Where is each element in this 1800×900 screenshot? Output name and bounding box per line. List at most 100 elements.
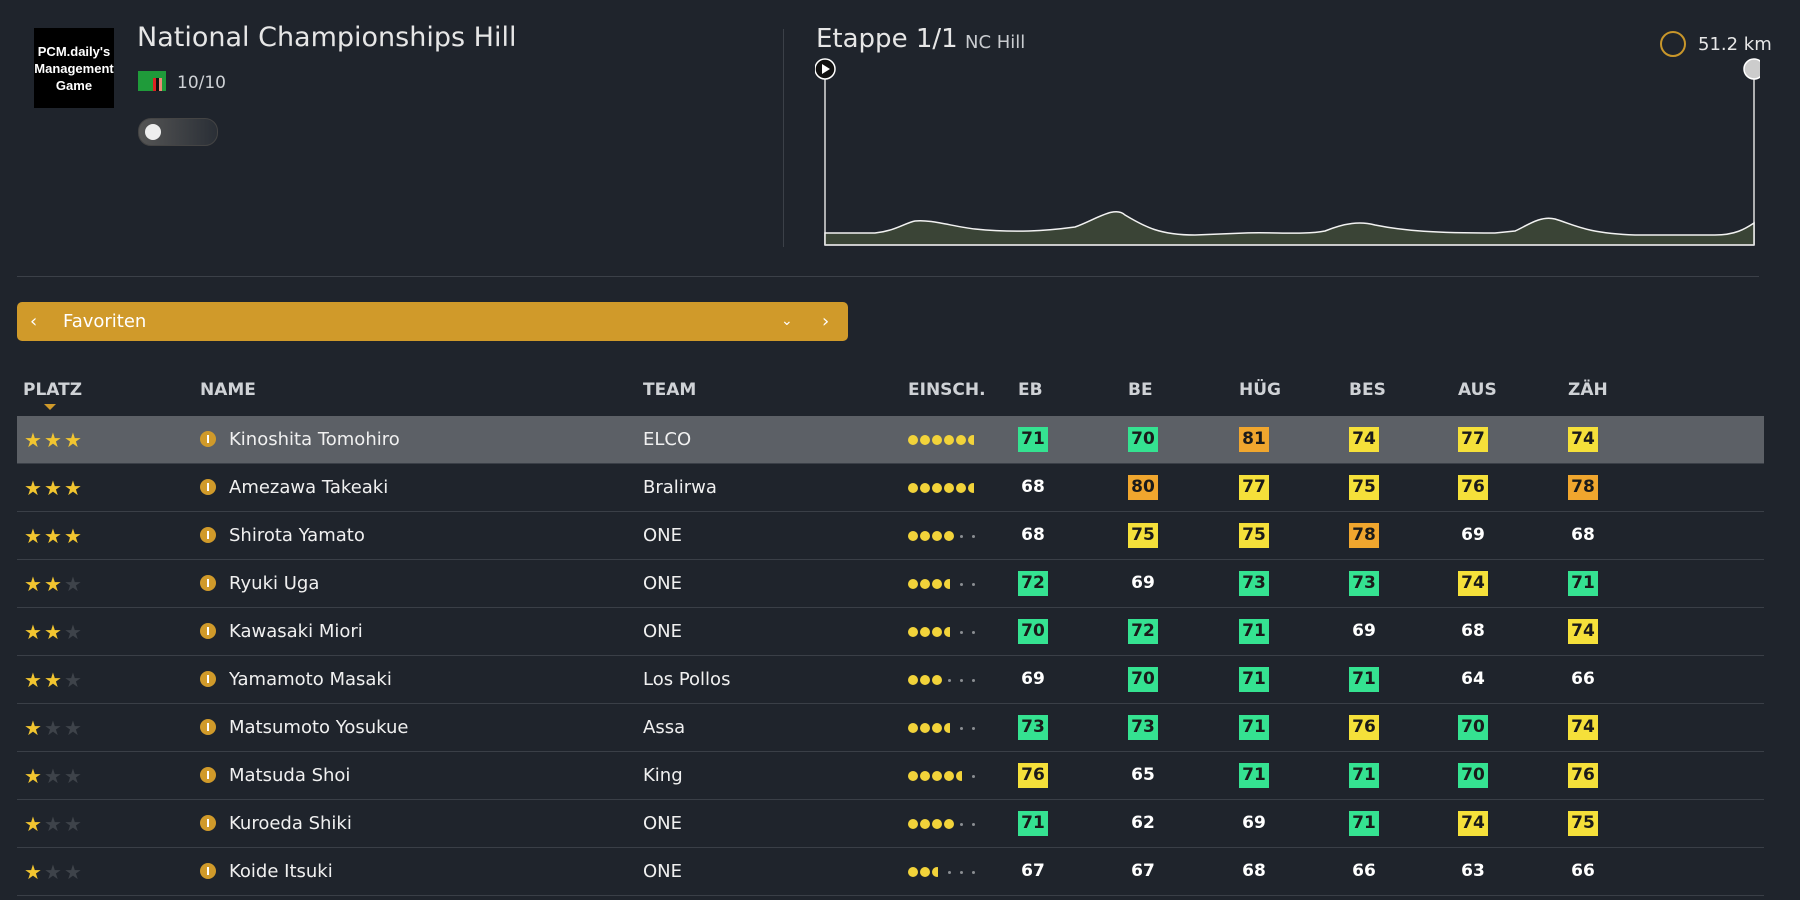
star: ★ (44, 860, 62, 884)
star: ★ (24, 764, 42, 788)
rating-dot (932, 435, 942, 445)
team-name: ONE (643, 573, 683, 594)
star: ★ (24, 428, 42, 452)
info-icon[interactable] (200, 719, 216, 735)
stat-value: 74 (1458, 811, 1488, 836)
stat-value: 70 (1128, 667, 1158, 692)
stat-value: 74 (1568, 715, 1598, 740)
rating-dot (959, 534, 963, 538)
rider-row[interactable]: ★ ★ ★ Kinoshita Tomohiro ELCO 71 70 81 74 77 74 (17, 416, 1764, 464)
stat-value: 76 (1458, 475, 1488, 500)
rating-dot (920, 819, 930, 829)
column-header[interactable]: EINSCH. (908, 380, 986, 400)
next-button[interactable]: › (822, 311, 830, 332)
info-icon[interactable] (200, 767, 216, 783)
team-name: ONE (643, 813, 683, 834)
rider-name: Koide Itsuki (229, 861, 333, 882)
info-icon[interactable] (200, 431, 216, 447)
rider-row[interactable]: ★ ★ ★ Kuroeda Shiki ONE 71 62 69 71 74 75 (17, 800, 1764, 848)
prev-button[interactable]: ‹ (30, 311, 38, 332)
rider-row[interactable]: ★ ★ ★ Matsumoto Yosukue Assa 73 73 71 76 70 74 (17, 704, 1764, 752)
column-header[interactable]: ZÄH (1568, 380, 1608, 400)
rating-dot (971, 870, 975, 874)
rider-row[interactable]: ★ ★ ★ Yamamoto Masaki Los Pollos 69 70 71 71 64 66 (17, 656, 1764, 704)
column-header[interactable]: HÜG (1239, 380, 1281, 400)
stat-value: 70 (1128, 427, 1158, 452)
star: ★ (64, 620, 82, 644)
rider-name: Amezawa Takeaki (229, 477, 389, 498)
stat-value: 69 (1461, 525, 1485, 545)
stat-value: 71 (1239, 715, 1269, 740)
stat-value: 70 (1018, 619, 1048, 644)
rider-name: Kinoshita Tomohiro (229, 429, 400, 450)
stat-value: 73 (1128, 715, 1158, 740)
team-name: Bralirwa (643, 477, 717, 498)
separator (17, 276, 1759, 277)
info-icon[interactable] (200, 671, 216, 687)
info-icon[interactable] (200, 863, 216, 879)
star: ★ (44, 812, 62, 836)
star: ★ (64, 476, 82, 500)
info-icon[interactable] (200, 479, 216, 495)
stat-value: 76 (1349, 715, 1379, 740)
rating-dot (968, 483, 978, 493)
rating-dot (971, 678, 975, 682)
rating-dot (944, 435, 954, 445)
expand-button[interactable]: ⌄ (781, 313, 793, 329)
toggle[interactable] (138, 118, 218, 146)
rating-dot (971, 534, 975, 538)
rating-dot (959, 582, 963, 586)
star: ★ (24, 524, 42, 548)
star: ★ (24, 812, 42, 836)
team-name: ELCO (643, 429, 692, 450)
rider-row[interactable]: ★ ★ ★ Matsuda Shoi King 76 65 71 71 70 76 (17, 752, 1764, 800)
rider-row[interactable]: ★ ★ ★ Koide Itsuki ONE 67 67 68 66 63 66 (17, 848, 1764, 896)
rider-row[interactable]: ★ ★ ★ Amezawa Takeaki Bralirwa 68 80 77 75 76 78 (17, 464, 1764, 512)
rating-dot (908, 627, 918, 637)
rider-row[interactable]: ★ ★ ★ Ryuki Uga ONE 72 69 73 73 74 71 (17, 560, 1764, 608)
team-name: ONE (643, 621, 683, 642)
rating-dot (920, 867, 930, 877)
rating-dot (932, 867, 942, 877)
stat-value: 66 (1571, 861, 1595, 881)
column-header[interactable]: AUS (1458, 380, 1497, 400)
column-header[interactable]: PLATZ (23, 380, 83, 400)
sort-indicator (44, 404, 56, 410)
info-icon[interactable] (200, 575, 216, 591)
divider (783, 29, 784, 247)
stat-value: 76 (1568, 763, 1598, 788)
rider-name: Kawasaki Miori (229, 621, 363, 642)
column-header[interactable]: TEAM (643, 380, 697, 400)
rating-dot (920, 723, 930, 733)
stat-value: 74 (1458, 571, 1488, 596)
rating-dot (971, 822, 975, 826)
rider-row[interactable]: ★ ★ ★ Shirota Yamato ONE 68 75 75 78 69 68 (17, 512, 1764, 560)
rating-dot (956, 483, 966, 493)
rating-dot (908, 819, 918, 829)
column-header[interactable]: NAME (200, 380, 256, 400)
rating-dot (947, 678, 951, 682)
column-header[interactable]: BE (1128, 380, 1153, 400)
rider-row[interactable]: ★ ★ ★ Kawasaki Miori ONE 70 72 71 69 68 74 (17, 608, 1764, 656)
info-icon[interactable] (200, 527, 216, 543)
filter-dropdown[interactable]: ‹ Favoriten ⌄ › (17, 302, 848, 341)
rider-name: Yamamoto Masaki (229, 669, 392, 690)
star: ★ (24, 716, 42, 740)
stat-value: 69 (1021, 669, 1045, 689)
stat-value: 66 (1352, 861, 1376, 881)
column-header[interactable]: EB (1018, 380, 1043, 400)
column-header[interactable]: BES (1349, 380, 1386, 400)
rating-dot (944, 723, 954, 733)
info-icon[interactable] (200, 623, 216, 639)
stat-value: 73 (1239, 571, 1269, 596)
rating-dot (944, 627, 954, 637)
rating-dot (932, 723, 942, 733)
info-icon[interactable] (200, 815, 216, 831)
rating-dot (959, 630, 963, 634)
stat-value: 71 (1349, 667, 1379, 692)
race-title: National Championships Hill (137, 22, 517, 53)
rating-dot (932, 771, 942, 781)
stat-value: 70 (1458, 715, 1488, 740)
star: ★ (44, 716, 62, 740)
